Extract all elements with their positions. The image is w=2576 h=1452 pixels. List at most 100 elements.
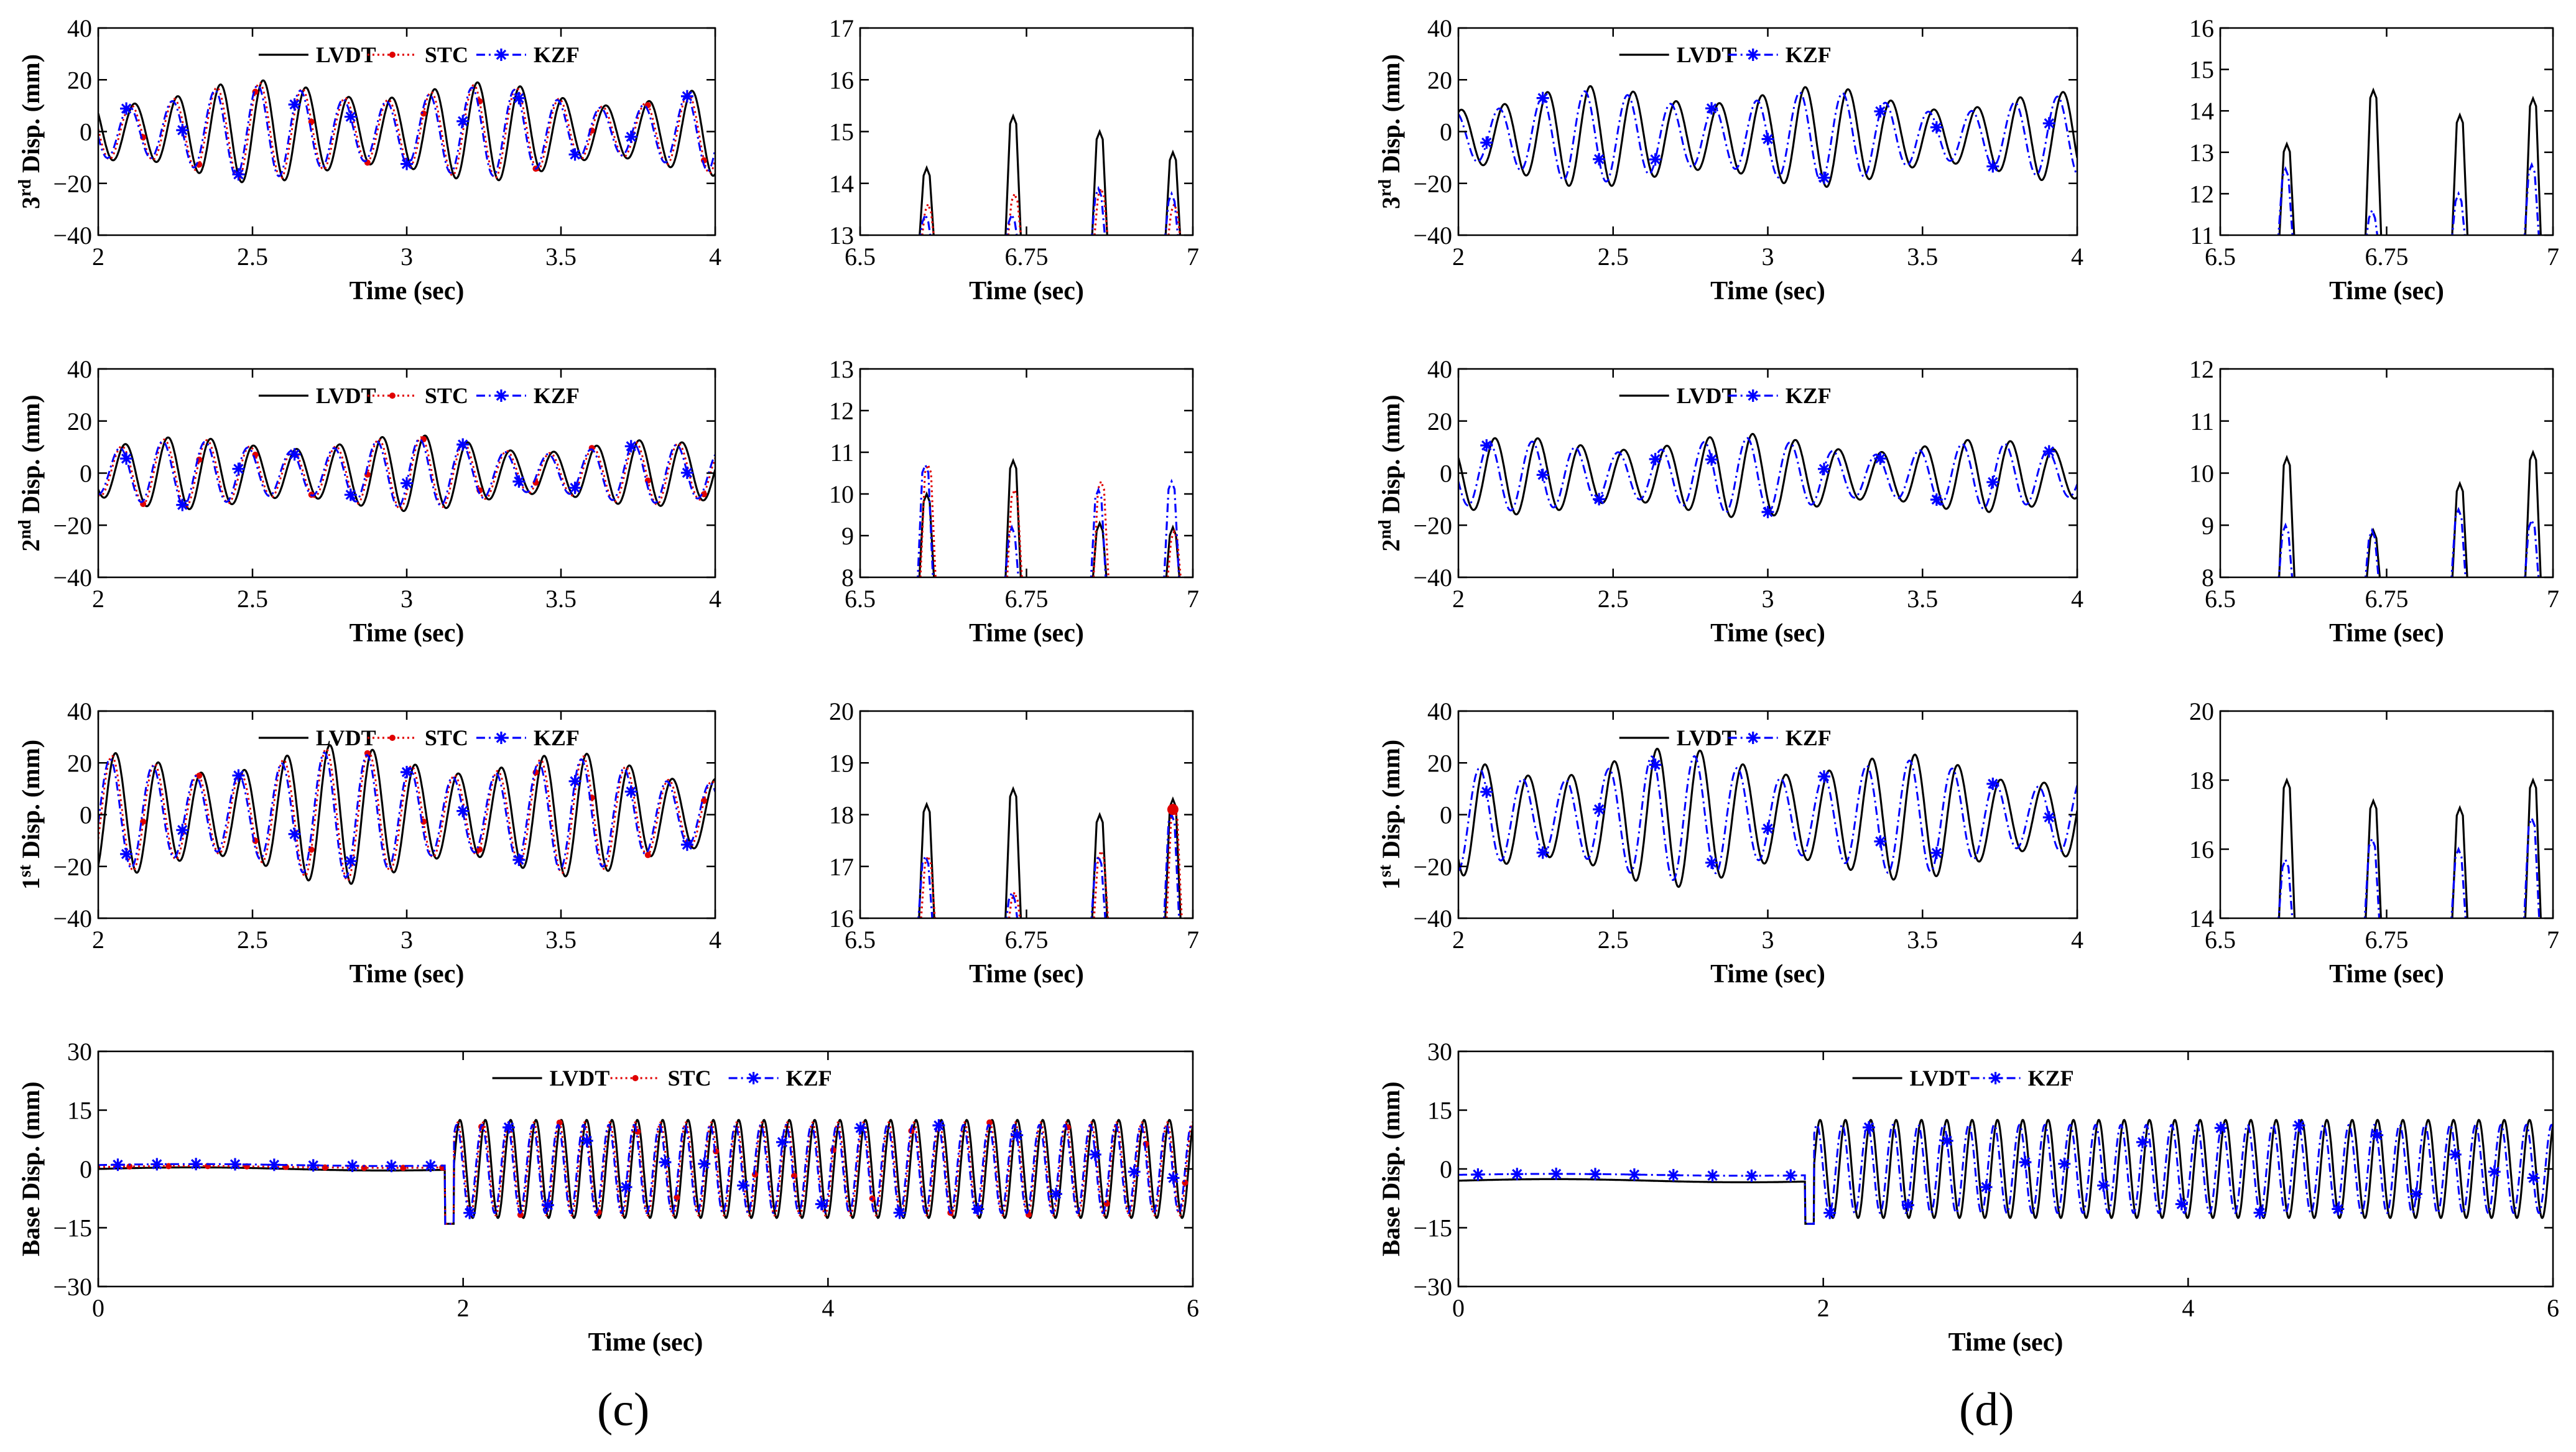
peak-kzf-2 [1090,486,1107,577]
marker-kzf [1761,506,1774,519]
marker-kzf [624,440,637,453]
marker-stc [1103,1200,1110,1207]
marker-kzf [698,1157,711,1170]
series-line-kzf [98,84,715,178]
marker-kzf [2371,1129,2384,1142]
x-axis-label: Time (sec) [350,277,465,305]
legend: LVDT STC KZF [492,1066,832,1091]
marker-kzf [401,157,413,170]
y-axis-label: 3rd Disp. (mm) [16,54,45,209]
peak-lvdt-0 [2278,455,2296,577]
peak-kzf-3 [1163,478,1180,577]
axes-box [1457,1050,2554,1288]
x-axis-label: Time (sec) [1710,277,1825,305]
marker-stc [674,1194,680,1201]
series-line-stc [98,748,715,882]
marker-kzf [288,827,301,840]
legend-label-stc: STC [668,1066,711,1091]
legend-item-kzf: KZF [1728,725,1832,750]
legend: LVDT KZF [1619,383,1832,408]
axes-box [859,710,1194,919]
peak-lvdt-2 [1091,520,1108,577]
marker-kzf [1480,785,1493,798]
marker-kzf [680,90,693,103]
legend-label-lvdt: LVDT [316,725,376,750]
peak-lvdt-1 [2364,87,2383,235]
y-tick-label: 20 [67,66,92,94]
legend: LVDT KZF [1619,725,1832,750]
chart-d-base: 0 2 4 6 −30 −15 0 15 30 Time (sec) Base Disp. (mm)… [1377,1038,2559,1357]
peak-stc-3 [1167,528,1182,577]
chart-c-2nd-main: 2 2.5 3 3.5 4 −40 −20 0 20 40 Time (sec) 2nd Disp. … [16,355,721,648]
y-tick-label: 8 [2202,564,2214,592]
x-axis-label: Time (sec) [1948,1328,2064,1357]
legend-item-kzf: KZF [1728,42,1832,67]
marker-kzf [512,475,526,488]
marker-kzf [176,824,189,837]
x-tick-label: 3.5 [1907,926,1938,954]
marker-kzf [1536,91,1549,105]
peak-lvdt-3 [1164,796,1182,918]
marker-kzf [2136,1135,2149,1148]
y-tick-label: 0 [80,118,92,146]
legend-item-lvdt: LVDT [1619,42,1737,67]
y-tick-label: 10 [829,480,854,508]
legend-label-lvdt: LVDT [316,383,376,408]
peak-lvdt-1 [1004,786,1022,918]
peak-kzf-2 [2450,846,2467,918]
legend-label-lvdt: LVDT [550,1066,610,1091]
plot-area [1458,1119,2553,1225]
marker-kzf [385,1160,398,1173]
marker-kzf [1874,835,1887,848]
y-tick-label: 15 [67,1097,92,1125]
marker-kzf [1784,1169,1797,1182]
y-tick-label: 20 [1427,749,1452,777]
x-tick-label: 2.5 [237,243,268,271]
legend-item-stc: STC [367,42,468,67]
legend-label-kzf: KZF [786,1066,832,1091]
y-axis-label: 2nd Disp. (mm) [16,394,45,551]
x-tick-label: 2.5 [237,585,268,613]
legend-label-lvdt: LVDT [1677,42,1737,67]
marker-kzf [1589,1168,1601,1181]
y-axis-label: 3rd Disp. (mm) [1376,54,1405,209]
peak-lvdt-0 [918,801,935,918]
plot-area [98,79,715,184]
x-tick-label: 7 [1187,926,1199,954]
x-tick-label: 6.75 [2365,926,2409,954]
y-tick-label: 12 [2189,355,2214,383]
x-tick-label: 0 [1452,1294,1465,1322]
marker-kzf [568,775,581,788]
y-tick-label: 16 [829,66,854,94]
x-tick-label: 7 [2547,243,2559,271]
x-tick-label: 6.75 [2365,243,2409,271]
x-tick-label: 4 [709,926,721,954]
x-tick-label: 2 [1452,243,1465,271]
series-line-lvdt [98,744,715,885]
marker-kzf [1667,1169,1680,1182]
x-tick-label: 0 [92,1294,104,1322]
marker-kzf [512,91,526,105]
marker-kzf [1550,1167,1563,1180]
y-tick-label: −20 [1413,170,1452,198]
y-tick-label: 13 [2189,139,2214,167]
marker-kzf [624,130,637,143]
marker-kzf [2449,1148,2462,1161]
y-tick-label: −20 [53,170,92,198]
peak-lvdt-3 [2524,95,2542,235]
legend-label-kzf: KZF [1786,383,1832,408]
marker-kzf [1593,493,1606,506]
marker-kzf [344,488,357,501]
marker-kzf [1817,171,1830,184]
marker-stc [126,1163,133,1170]
series-line-lvdt [1458,85,2077,188]
y-tick-label: 40 [67,697,92,725]
peak-kzf-1 [2365,207,2379,235]
y-tick-label: 0 [80,460,92,488]
legend-item-lvdt: LVDT [492,1066,610,1091]
y-tick-label: 14 [2189,905,2214,933]
marker-kzf [1986,777,1999,790]
y-tick-label: 18 [829,801,854,829]
plot-area [2277,87,2542,235]
x-tick-label: 3 [401,243,413,271]
